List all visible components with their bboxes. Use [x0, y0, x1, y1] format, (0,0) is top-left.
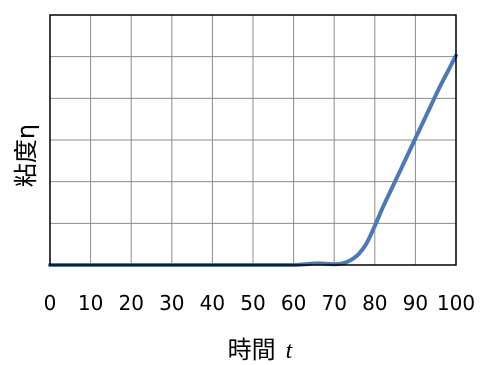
- x-tick-label: 20: [118, 291, 143, 315]
- x-axis-label: 時間 t: [180, 330, 340, 365]
- x-tick-label: 50: [240, 291, 265, 315]
- x-tick-label: 100: [437, 291, 475, 315]
- y-axis-label: 粘度η: [4, 100, 44, 210]
- x-tick-label: 90: [403, 291, 428, 315]
- plot-frame: [49, 14, 457, 266]
- x-tick-labels: 0 10 20 30 40 50 60 70 80 90 100: [44, 291, 475, 315]
- x-tick-label: 60: [281, 291, 306, 315]
- x-axis-variable: t: [285, 338, 293, 364]
- x-tick-label: 80: [362, 291, 387, 315]
- x-tick-label: 0: [44, 291, 57, 315]
- y-axis-label-text: 粘度η: [12, 123, 41, 187]
- x-axis-label-text: 時間: [227, 336, 276, 364]
- x-tick-label: 10: [78, 291, 103, 315]
- x-tick-label: 40: [200, 291, 225, 315]
- x-tick-label: 70: [321, 291, 346, 315]
- x-tick-label: 30: [159, 291, 184, 315]
- grid: [50, 15, 456, 265]
